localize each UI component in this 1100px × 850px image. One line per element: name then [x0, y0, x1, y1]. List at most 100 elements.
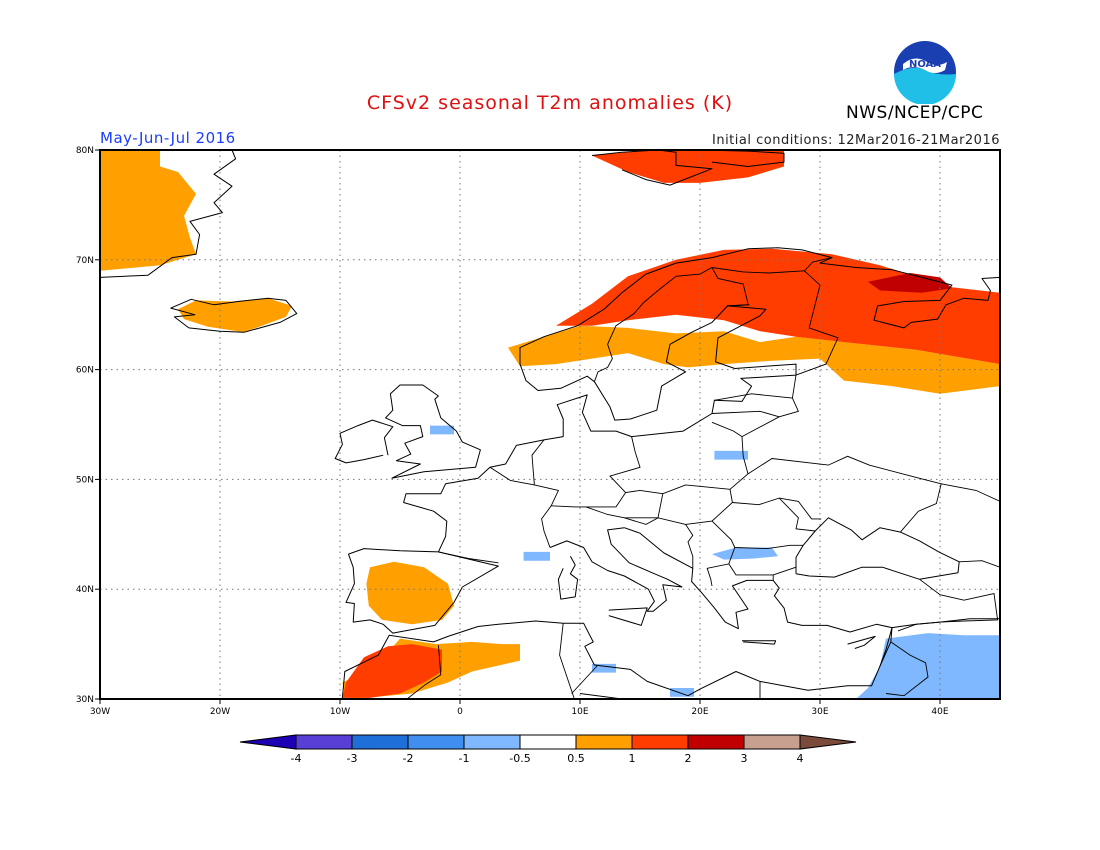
initial-conditions: Initial conditions: 12Mar2016-21Mar2016: [712, 133, 1000, 148]
coastline-cyprus: [847, 635, 876, 649]
lat-tick-label: 50N: [76, 475, 94, 485]
colorbar-label: 2: [685, 752, 692, 765]
agency-label: NWS/NCEP/CPC: [846, 103, 984, 123]
country-border: [489, 466, 560, 548]
country-border: [897, 578, 999, 632]
coastline-balkans-turkey: [341, 527, 893, 698]
colorbar-label: 4: [797, 752, 804, 765]
colorbar-low-arrow: [239, 734, 297, 750]
coastline-iceland: [170, 297, 298, 333]
colorbar-segment: [631, 734, 689, 750]
country-border: [625, 489, 663, 495]
anomaly-region: [712, 547, 778, 560]
country-border: [779, 497, 822, 520]
colorbar-segment: [407, 734, 465, 750]
colorbar-segment: [463, 734, 521, 750]
colorbar-label: -2: [403, 752, 414, 765]
country-border: [531, 439, 545, 485]
anomaly-region: [670, 688, 694, 697]
lon-tick-label: 10W: [330, 707, 350, 717]
lat-tick-label: 40N: [76, 585, 94, 595]
colorbar: -4 -3 -2 -1 -0.5 0.5 1 2 3 4: [239, 734, 857, 765]
coastline-sicily: [608, 607, 648, 626]
coastline-uk: [385, 384, 481, 479]
colorbar-label: -4: [291, 752, 302, 765]
lat-tick-label: 30N: [76, 695, 94, 705]
lat-tick-label: 80N: [76, 146, 94, 156]
country-border: [593, 273, 701, 382]
lon-tick-label: 30E: [811, 707, 828, 717]
map-frame: [99, 149, 1001, 700]
anomaly-region: [856, 633, 1000, 699]
colorbar-segment: [295, 734, 353, 750]
country-border: [711, 410, 780, 418]
anomaly-fill-layer: [100, 150, 1000, 699]
country-border: [711, 520, 804, 550]
lon-tick-label: 20E: [691, 707, 708, 717]
country-border: [741, 375, 800, 437]
country-border: [624, 489, 733, 525]
country-border: [728, 563, 774, 581]
colorbar-segment: [687, 734, 745, 750]
forecast-period: May-Jun-Jul 2016: [100, 129, 236, 147]
anomaly-region: [178, 298, 292, 333]
axis-ticks: 30W 20W 10W 0 10E 20E 30E 40E 30N 40N 50N 60N 70N 80N: [76, 146, 949, 717]
colorbar-segment: [351, 734, 409, 750]
colorbar-label: 1: [629, 752, 636, 765]
lon-tick-label: 10E: [571, 707, 588, 717]
country-border: [706, 547, 736, 586]
country-border: [885, 641, 929, 697]
country-border: [406, 645, 442, 699]
lon-tick-label: 0: [457, 707, 463, 717]
colorbar-label: -1: [459, 752, 470, 765]
colorbar-label: -0.5: [509, 752, 530, 765]
graticule: [100, 150, 1000, 699]
country-border: [711, 267, 749, 304]
colorbar-segment: [743, 734, 801, 750]
colorbar-segment: [519, 734, 577, 750]
country-border: [585, 421, 749, 519]
coastline-layer: [100, 150, 1000, 699]
colorbar-segment: [575, 734, 633, 750]
anomaly-region: [592, 663, 616, 673]
country-border: [559, 623, 575, 699]
coastline-iberia: [345, 548, 499, 634]
colorbar-label: 3: [741, 752, 748, 765]
country-border: [795, 257, 839, 376]
coastline-ireland: [334, 419, 394, 464]
coastline-svalbard: [591, 150, 713, 186]
coastline-italy: [549, 527, 683, 612]
anomaly-region: [868, 273, 952, 293]
country-border: [747, 455, 942, 533]
anomaly-region: [100, 150, 196, 271]
country-border: [699, 267, 805, 275]
lon-tick-label: 40E: [931, 707, 948, 717]
noaa-logo-icon: NOAA: [894, 41, 956, 104]
coastline-scandinavia: [519, 247, 1000, 421]
svg-text:NOAA: NOAA: [909, 59, 941, 70]
coastline-corsica-sardinia: [557, 556, 579, 600]
colorbar-label: -3: [347, 752, 358, 765]
coastline-crete: [742, 640, 777, 645]
lat-tick-label: 70N: [76, 256, 94, 266]
anomaly-region: [714, 450, 748, 460]
coastline-blacksea: [795, 517, 960, 580]
chart-title: CFSv2 seasonal T2m anomalies (K): [366, 92, 734, 114]
country-border: [941, 483, 1000, 502]
anomaly-region: [508, 325, 1000, 394]
anomaly-region: [342, 644, 442, 698]
country-border: [959, 560, 1000, 568]
lon-tick-label: 30W: [90, 707, 110, 717]
country-border: [773, 566, 797, 576]
anomaly-region: [430, 425, 454, 435]
colorbar-label: 0.5: [567, 752, 585, 765]
anomaly-region: [523, 551, 550, 561]
country-border: [732, 497, 816, 532]
country-border: [571, 664, 599, 694]
country-border: [438, 551, 499, 564]
coastline-greenland: [100, 150, 237, 278]
anomaly-region: [366, 561, 454, 625]
country-border: [551, 436, 641, 508]
country-border: [714, 393, 793, 401]
